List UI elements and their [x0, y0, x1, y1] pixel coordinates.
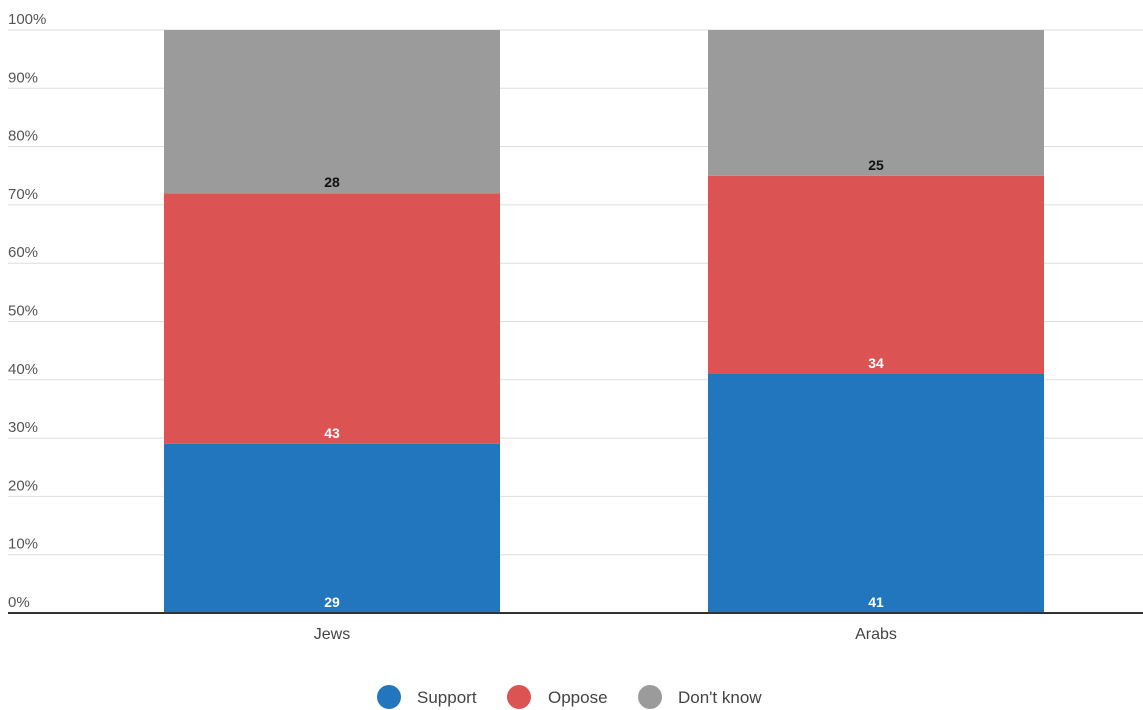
legend-swatch [377, 685, 401, 709]
y-tick-label: 90% [8, 69, 38, 86]
y-tick-label: 60% [8, 244, 38, 261]
y-tick-label: 20% [8, 477, 38, 494]
y-tick-label: 30% [8, 419, 38, 436]
legend-swatch [638, 685, 662, 709]
data-label: 43 [324, 425, 340, 441]
y-tick-label: 10% [8, 536, 38, 553]
y-axis-ticks: 0% 10% 20% 30% 40% 50% 60% 70% 80% 90% 100% [8, 11, 46, 611]
legend-label: Support [417, 688, 477, 707]
legend: Support Oppose Don't know [377, 685, 762, 709]
y-tick-label: 70% [8, 186, 38, 203]
value-labels: 29 43 28 41 34 25 [324, 157, 884, 610]
y-tick-label: 80% [8, 128, 38, 145]
y-tick-label: 40% [8, 361, 38, 378]
data-label: 25 [868, 157, 884, 173]
x-tick-label: Jews [314, 626, 350, 643]
x-axis-labels: Jews Arabs [314, 626, 897, 643]
data-label: 34 [868, 355, 884, 371]
data-label: 29 [324, 594, 340, 610]
y-tick-label: 0% [8, 594, 30, 611]
legend-label: Oppose [548, 688, 608, 707]
bars [164, 30, 1044, 613]
x-tick-label: Arabs [855, 626, 897, 643]
legend-swatch [507, 685, 531, 709]
bar-segment [164, 193, 500, 444]
bar-segment [708, 175, 1044, 374]
bar-segment [708, 373, 1044, 613]
data-label: 41 [868, 594, 884, 610]
bar-segment [164, 443, 500, 613]
bar-segment [708, 30, 1044, 176]
y-tick-label: 50% [8, 303, 38, 320]
data-label: 28 [324, 174, 340, 190]
bar-segment [164, 30, 500, 194]
legend-label: Don't know [678, 688, 762, 707]
y-tick-label: 100% [8, 11, 46, 28]
